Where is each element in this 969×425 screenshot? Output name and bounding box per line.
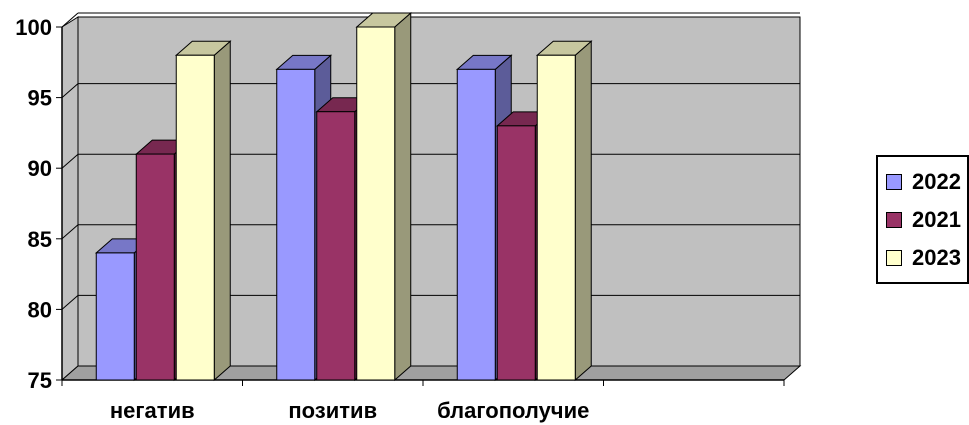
y-tick-label: 80 xyxy=(28,297,52,322)
x-tick-label: негатив xyxy=(110,398,195,423)
x-tick-label: позитив xyxy=(288,398,377,423)
gridline-side xyxy=(61,83,79,98)
gridline-side xyxy=(61,12,79,28)
bar-2023-2 xyxy=(535,40,593,382)
legend-swatch xyxy=(886,174,902,190)
legend-swatch xyxy=(886,250,902,266)
y-tick-label: 90 xyxy=(28,156,52,181)
legend-label: 2021 xyxy=(912,207,961,232)
legend-label: 2022 xyxy=(912,169,961,194)
y-tick-label: 75 xyxy=(28,368,52,393)
y-tick-label: 85 xyxy=(28,227,52,252)
legend: 2022 2021 2023 xyxy=(876,155,969,284)
plot-side-wall xyxy=(61,16,79,382)
legend-item: 2021 xyxy=(886,207,961,233)
bar-2023-0 xyxy=(174,40,232,382)
legend-swatch xyxy=(886,212,902,228)
x-tick-label: благополучие xyxy=(437,398,589,423)
y-tick-label: 100 xyxy=(15,15,52,40)
y-tick-label: 95 xyxy=(28,86,52,111)
gridline-side xyxy=(61,153,79,169)
legend-item: 2023 xyxy=(886,245,961,271)
legend-label: 2023 xyxy=(912,245,961,270)
bar-2023-1 xyxy=(355,11,413,382)
gridline-side xyxy=(61,295,79,310)
legend-item: 2022 xyxy=(886,169,961,195)
gridline-side xyxy=(61,224,79,240)
